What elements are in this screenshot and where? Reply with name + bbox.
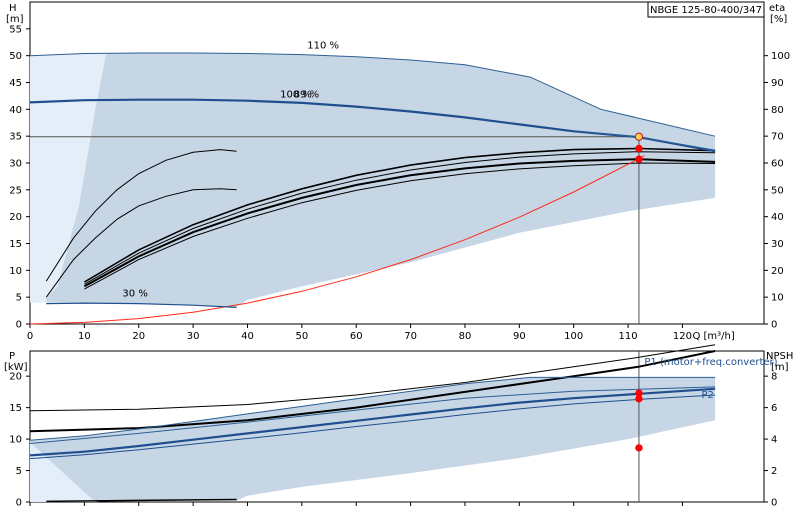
power-series-2 [29, 386, 716, 444]
efficiency-curve-eta-a [45, 149, 237, 282]
power-axis-unit: [kW] [4, 362, 28, 373]
system-curve [29, 155, 645, 325]
power-duty-marker [635, 444, 643, 452]
flow-x-tick-label: 90 [513, 331, 526, 342]
head-y-tick-label: 20 [9, 212, 22, 223]
flow-x-tick-label: 60 [350, 331, 363, 342]
power-y-tick-label: 20 [9, 372, 22, 383]
head-series-1 [29, 52, 716, 137]
head-y-tick-label: 40 [9, 105, 22, 116]
power-duty-marker [635, 395, 643, 403]
npsh-tick-label: 4 [771, 435, 777, 446]
eta-axis-label: eta [769, 3, 785, 14]
efficiency-curve-eta-f [84, 162, 716, 290]
head-axis-unit: [m] [6, 14, 24, 25]
eta-tick-label: 60 [771, 159, 784, 170]
npsh-tick-label: 8 [771, 372, 777, 383]
head-y-tick-label: 5 [16, 293, 22, 304]
head-y-tick-label: 10 [9, 266, 22, 277]
efficiency-curve-eta-e [83, 158, 716, 288]
efficiency-curve-eta-c [83, 147, 716, 283]
power-operating-band [30, 377, 716, 502]
flow-x-tick-label: 80 [459, 331, 472, 342]
efficiency-curve-eta-b [45, 188, 237, 298]
power-series-4 [29, 394, 716, 460]
head-series-label: 30 % [122, 289, 147, 300]
head-y-tick-label: 15 [9, 239, 22, 250]
head-plot: 110 % 100 %89 % 30 % 0 5 10 15 20 25 30 35 40 45 50 55… [6, 1, 790, 342]
head-y-tick-label: 25 [9, 185, 22, 196]
power-y-tick-label: 5 [16, 466, 22, 477]
head-series-label: 110 % [307, 41, 339, 52]
flow-x-tick-label: 70 [404, 331, 417, 342]
npsh-axis-unit: [m] [771, 362, 789, 373]
head-y-tick-label: 30 [9, 159, 22, 170]
flow-x-tick-label: 10 [78, 331, 91, 342]
eta-tick-label: 30 [771, 239, 784, 250]
head-series-4 [46, 302, 237, 308]
power-series-5 [46, 498, 237, 503]
head-y-tick-label: 55 [9, 24, 22, 35]
power-y-tick-label: 0 [16, 498, 22, 509]
npsh-tick-label: 0 [771, 498, 777, 509]
eta-tick-label: 40 [771, 212, 784, 223]
power-axis-label: P [9, 351, 15, 362]
power-npsh-plot: P1 (motor+freq.converter) P2 0 5 10 15 20 0 2 4 6 8… [4, 344, 793, 509]
head-y-tick-label: 35 [9, 132, 22, 143]
npsh-tick-label: 2 [771, 466, 777, 477]
duty-point-marker [634, 132, 644, 141]
power-series-1 [29, 376, 716, 441]
power-series-label: P2 [701, 390, 713, 401]
flow-x-tick-label: 40 [241, 331, 254, 342]
eta-tick-label: 20 [771, 266, 784, 277]
head-y-tick-label: 45 [9, 78, 22, 89]
duty-point-marker [635, 144, 643, 153]
efficiency-curve-eta-d [84, 151, 716, 285]
power-series-3 [29, 387, 716, 457]
eta-axis-unit: [%] [770, 14, 787, 25]
head-y-tick-label: 0 [16, 320, 22, 331]
flow-axis-label: Q [m³/h] [692, 331, 734, 342]
eta-tick-label: 80 [771, 105, 784, 116]
head-band-light-area [30, 53, 107, 303]
eta-tick-label: 0 [771, 320, 777, 331]
npsh-curve-npsh-a [29, 344, 716, 412]
head-series-label: 100 % [280, 90, 312, 101]
head-y-tick-label: 50 [9, 51, 22, 62]
eta-tick-label: 10 [771, 293, 784, 304]
head-series-label: 89 % [294, 90, 319, 101]
npsh-tick-label: 6 [771, 403, 777, 414]
head-axis-label: H [9, 3, 17, 14]
flow-x-tick-label: 50 [295, 331, 308, 342]
flow-x-tick-label: 120 [673, 331, 692, 342]
flow-x-tick-label: 110 [619, 331, 638, 342]
flow-x-tick-label: 100 [564, 331, 583, 342]
power-y-tick-label: 10 [9, 435, 22, 446]
duty-point-marker [635, 155, 643, 163]
head-operating-band [30, 53, 716, 307]
npsh-axis-label: NPSH [766, 351, 793, 362]
flow-x-tick-label: 30 [187, 331, 200, 342]
eta-tick-label: 90 [771, 78, 784, 89]
eta-tick-label: 70 [771, 132, 784, 143]
eta-tick-label: 50 [771, 185, 784, 196]
flow-x-tick-label: 0 [27, 331, 33, 342]
power-series-label: P1 (motor+freq.converter) [644, 357, 777, 368]
power-y-tick-label: 15 [9, 403, 22, 414]
title-box [647, 1, 765, 18]
pump-model-title: NBGE 125-80-400/347 [650, 5, 762, 16]
flow-x-tick-label: 20 [132, 331, 145, 342]
eta-tick-label: 100 [771, 51, 790, 62]
